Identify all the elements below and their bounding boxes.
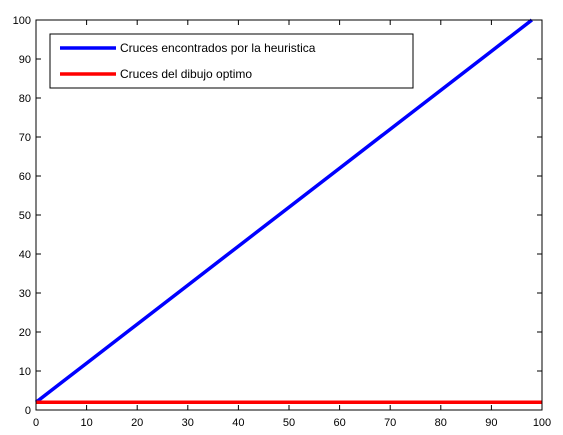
x-tick-label: 30 (182, 417, 194, 429)
x-tick-label: 100 (533, 417, 551, 429)
legend: Cruces encontrados por la heuristica Cruc… (49, 33, 414, 89)
y-tick-label: 50 (19, 210, 31, 222)
legend-label-2: Cruces del dibujo optimo (120, 67, 252, 81)
x-tick-label: 70 (384, 417, 396, 429)
x-tick-label: 90 (485, 417, 497, 429)
x-tick-label: 10 (80, 417, 92, 429)
x-tick-label: 40 (232, 417, 244, 429)
series-layer (34, 18, 542, 404)
legend-box (49, 33, 414, 89)
y-tick-label: 0 (25, 405, 31, 417)
series-line-1 (34, 18, 533, 404)
legend-label-1: Cruces encontrados por la heuristica (120, 41, 316, 55)
y-tick-label: 100 (13, 15, 31, 27)
y-tick-label: 70 (19, 132, 31, 144)
x-tick-label: 20 (131, 417, 143, 429)
y-tick-label: 10 (19, 366, 31, 378)
x-tick-label: 80 (435, 417, 447, 429)
y-tick-label: 90 (19, 54, 31, 66)
y-tick-label: 60 (19, 171, 31, 183)
x-tick-label: 60 (333, 417, 345, 429)
x-tick-label: 50 (283, 417, 295, 429)
y-tick-label: 40 (19, 249, 31, 261)
y-tick-label: 80 (19, 93, 31, 105)
y-tick-label: 20 (19, 327, 31, 339)
x-axis: 0 10 20 30 40 50 60 70 80 90 100 (33, 20, 551, 429)
y-tick-label: 30 (19, 288, 31, 300)
x-tick-label: 0 (33, 417, 39, 429)
y-axis: 0 10 20 30 40 50 60 70 80 90 100 (13, 15, 542, 417)
